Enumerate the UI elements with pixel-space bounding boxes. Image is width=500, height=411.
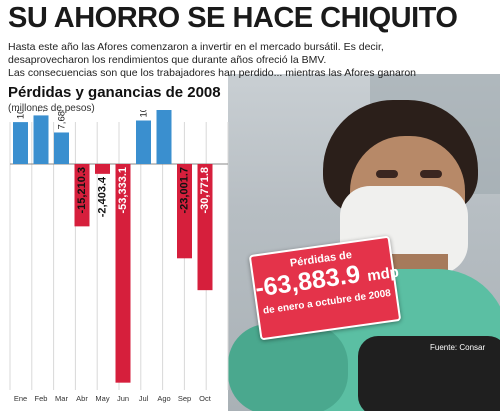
data-label: -15,210.3 [76,167,88,213]
x-tick-label: Oct [199,394,212,403]
x-tick-label: Ene [14,394,27,403]
chart-unit-label: (millones de pesos) [8,103,95,114]
data-label: -30,771.8 [199,167,211,213]
data-label: 10,608.7 [139,110,150,118]
bar [95,164,110,174]
data-label: -23,001.7 [179,167,191,213]
page-title: SU AHORRO SE HACE CHIQUITO [8,2,458,34]
x-tick-label: Sep [178,394,191,403]
bar [197,164,213,291]
worker-eye-left [376,170,398,178]
x-tick-label: Mar [55,394,68,403]
x-tick-label: Jul [139,394,149,403]
chart-title: Pérdidas y ganancias de 2008 [8,84,221,101]
data-label: 10,216.4 [16,110,27,119]
fabric-in-hands [358,336,500,411]
bar [156,110,172,164]
bar [13,122,28,164]
data-label: 7,688.5 [57,110,68,129]
intro-text: Hasta este año las Afores comenzaron a i… [8,41,500,80]
worker-eye-right [420,170,442,178]
callout-unit: mdp [366,263,400,285]
bar [177,164,192,259]
bar [74,164,90,227]
x-tick-label: Ago [157,394,170,403]
bar [136,120,151,164]
intro-line: Las consecuencias son que los trabajador… [8,67,417,79]
source-note: Fuente: Consar [430,343,486,352]
data-label: -53,333.1 [117,167,129,213]
worker-arm [228,324,348,411]
x-tick-label: Feb [35,394,48,403]
bar [33,115,49,164]
intro-line: Hasta este año las Afores comenzaron a i… [8,41,384,53]
bar [115,164,131,383]
data-label: 11,852.6 [36,110,47,112]
bar-chart: 10,216.4 Ene 11,852.6 Feb 7,688.5 Mar -15,210.… [9,110,229,403]
x-tick-label: May [95,394,109,403]
bar [54,132,69,164]
x-tick-label: Jun [117,394,129,403]
data-label: -2,403.4 [97,176,109,217]
x-tick-label: Abr [76,394,88,403]
intro-line: desaprovecharon los rendimientos que dur… [8,54,327,66]
